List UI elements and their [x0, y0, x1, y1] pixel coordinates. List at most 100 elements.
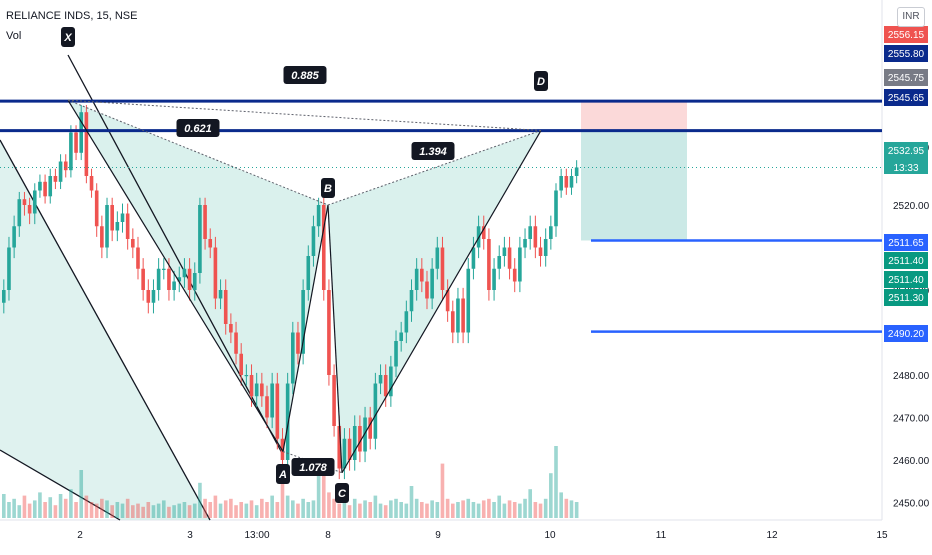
- candle-body: [404, 311, 409, 333]
- price-axis-badge: [884, 45, 928, 62]
- candle-body: [63, 161, 68, 171]
- pattern-xab-fill: [68, 100, 328, 452]
- volume-bar: [105, 500, 109, 518]
- volume-bar: [74, 502, 78, 518]
- candle-body: [74, 132, 78, 153]
- volume-bar: [213, 495, 218, 518]
- candle-body: [394, 341, 398, 367]
- x-tick-label: 15: [876, 530, 888, 541]
- candle-body: [58, 161, 63, 182]
- candle-body: [105, 205, 109, 248]
- candle-body: [244, 375, 249, 377]
- x-tick-label: 10: [544, 530, 556, 541]
- ratio-badge: [283, 66, 327, 84]
- candle-body: [358, 426, 362, 452]
- candle-body: [110, 205, 114, 231]
- candle-body: [79, 112, 84, 153]
- volume-bar: [435, 502, 440, 518]
- candle-body: [7, 247, 11, 290]
- candle-body: [321, 205, 326, 290]
- volume-bar: [301, 498, 305, 518]
- x-tick-label: 11: [656, 530, 667, 541]
- candle-body: [564, 176, 569, 188]
- volume-bar: [358, 503, 362, 518]
- price-axis-value: 2556.15: [888, 30, 925, 41]
- ratio-line-xd: [67, 99, 542, 131]
- volume-bar: [223, 500, 228, 518]
- ratio-line-xb: [67, 99, 329, 206]
- candle-body: [528, 226, 533, 239]
- volume-bar: [332, 498, 336, 518]
- candle-body: [172, 281, 176, 290]
- volume-bar: [306, 502, 311, 518]
- volume-bar: [161, 500, 166, 518]
- volume-bar: [229, 498, 233, 518]
- price-axis-value: 2555.80: [888, 49, 925, 60]
- volume-label[interactable]: Vol: [6, 30, 22, 42]
- pattern-point-badge: [276, 464, 290, 484]
- candle-body: [456, 298, 460, 333]
- volume-bar: [456, 502, 460, 518]
- price-axis-badge: [884, 234, 928, 251]
- price-axis-value: 2545.75: [888, 73, 925, 84]
- candle-body: [69, 132, 73, 171]
- candle-body: [378, 375, 383, 384]
- candle-body: [187, 268, 192, 290]
- candle-body: [100, 226, 104, 248]
- volume-bar: [22, 495, 27, 518]
- volume-bar: [136, 503, 140, 518]
- volume-bar: [487, 498, 491, 518]
- volume-bar: [296, 503, 300, 518]
- volume-bar: [399, 502, 403, 518]
- candle-body: [167, 268, 171, 290]
- volume-bar: [141, 506, 145, 518]
- candle-body: [502, 247, 507, 256]
- volume-bar: [58, 494, 63, 518]
- symbol-title[interactable]: RELIANCE INDS, 15, NSE: [6, 10, 138, 22]
- candle-body: [198, 205, 202, 273]
- price-axis-value: 2532.95: [888, 146, 925, 157]
- x-tick-label: 2: [77, 530, 83, 541]
- pattern-bcd-fill: [328, 130, 541, 473]
- volume-bar: [420, 502, 424, 518]
- candle-body: [223, 290, 228, 324]
- candle-body: [84, 112, 89, 176]
- candle-body: [373, 383, 378, 439]
- volume-bar: [48, 497, 53, 518]
- volume-bar: [275, 502, 280, 518]
- volume-bar: [476, 503, 481, 518]
- pattern-point-badge: [321, 178, 335, 198]
- y-tick-label: 2450.00: [893, 499, 930, 510]
- volume-bar: [311, 500, 316, 518]
- price-axis-badge: [884, 89, 928, 106]
- currency-button[interactable]: INR: [897, 7, 925, 27]
- candle-body: [136, 247, 140, 269]
- candle-body: [420, 268, 424, 282]
- volume-bar: [316, 473, 321, 518]
- price-axis-value: 2545.65: [888, 93, 925, 104]
- pattern-leg-ab: [282, 204, 329, 452]
- volume-bar: [523, 498, 527, 518]
- volume-bar: [497, 495, 502, 518]
- candle-body: [363, 417, 367, 452]
- candle-body: [213, 247, 218, 299]
- volume-bar: [471, 502, 476, 518]
- candle-body: [466, 268, 471, 333]
- candle-body: [543, 239, 548, 256]
- candle-body: [17, 199, 22, 227]
- candle-body: [549, 226, 553, 239]
- candle-body: [265, 396, 269, 418]
- volume-bar: [321, 470, 326, 518]
- price-axis-value: 2490.20: [888, 329, 925, 340]
- candle-body: [311, 226, 316, 256]
- ratio-line-bd: [327, 129, 542, 206]
- candle-body: [291, 332, 295, 384]
- ratio-badge: [291, 458, 335, 476]
- volume-bar: [512, 502, 517, 518]
- volume-bar: [27, 503, 32, 518]
- pattern-point-label: C: [338, 488, 347, 500]
- volume-bar: [244, 503, 249, 518]
- volume-bar: [203, 498, 207, 518]
- volume-bar: [280, 478, 285, 518]
